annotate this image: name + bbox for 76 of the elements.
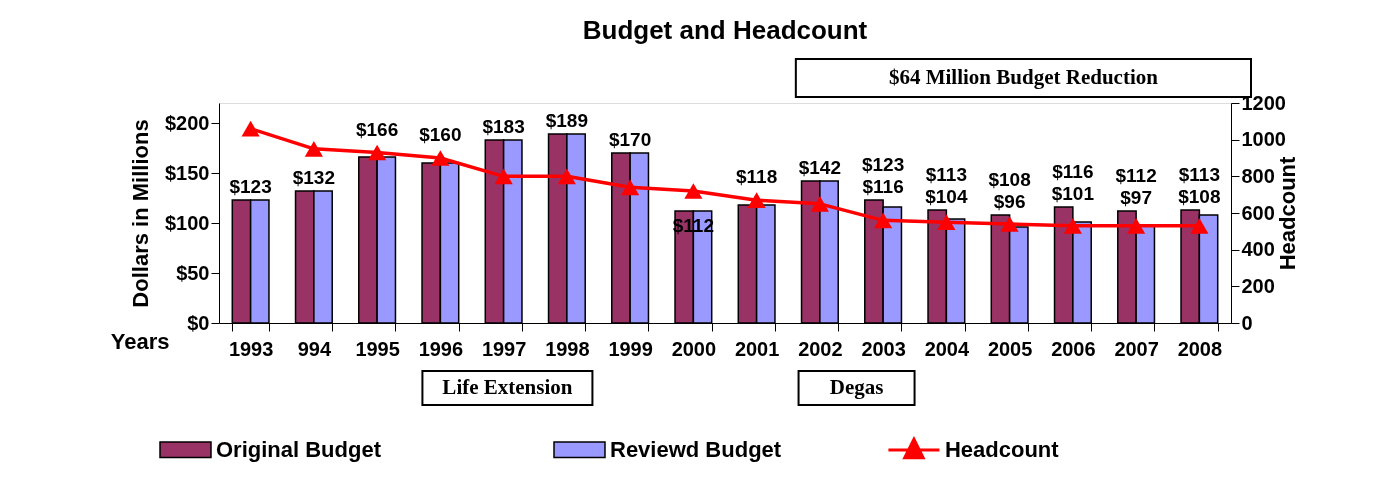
data-label: $183 [482,116,525,137]
point [1127,217,1146,234]
y2-tick-label: 400 [1241,238,1275,261]
y-tick-label: $150 [165,161,210,184]
y2-axis-title: Headcount [1274,156,1300,271]
x-tick-label: 2005 [987,337,1033,360]
data-label: $118 [736,166,778,188]
legend-label: Headcount [944,437,1060,462]
point [874,212,893,229]
y-tick-label: $50 [176,261,210,284]
point [368,144,387,161]
x-tick-label: 1999 [608,337,653,360]
data-label: $116 [1052,161,1094,182]
point [431,150,450,166]
x-tick-label: 1998 [545,337,590,360]
y2-tick-label: 0 [1241,311,1253,334]
data-label: $108 [988,169,1031,190]
point [747,192,766,209]
data-label: $160 [419,124,462,145]
point [810,195,829,212]
y2-tick-label: 1200 [1241,91,1286,114]
chart-title: Budget and Headcount [582,15,868,45]
data-label: $123 [229,176,272,197]
data-label: $113 [925,164,967,185]
point [557,168,576,185]
point [241,120,260,137]
y2-tick-label: 200 [1241,274,1275,297]
x-axis-title: Years [110,328,170,354]
data-label: $166 [355,118,399,140]
x-tick-label: 1996 [418,337,464,360]
text: Degas [829,375,884,399]
y-tick-label: $0 [187,311,210,334]
data-label: $189 [545,110,589,131]
point [1000,216,1019,232]
point [937,214,956,231]
y2-tick-label: 1000 [1241,128,1286,151]
point [621,179,640,196]
y-tick-label: $100 [165,211,210,234]
data-label: $123 [861,154,905,175]
data-label: $116 [862,176,904,197]
data-label: $104 [925,186,968,207]
text: Life Extension [442,375,573,399]
data-label: $112 [1115,165,1157,186]
data-label: $101 [1051,183,1095,204]
data-label: $108 [1178,186,1221,207]
x-tick-label: 2008 [1177,337,1223,360]
x-tick-label: 2003 [861,337,906,360]
point [684,183,703,199]
x-tick-label: 994 [297,337,332,360]
data-label: $142 [798,157,842,178]
x-tick-label: 1995 [355,337,400,360]
data-label: $97 [1120,187,1152,208]
data-label: $112 [672,215,714,236]
x-tick-label: 2000 [671,337,717,360]
data-label: $170 [608,129,652,150]
point [304,140,323,157]
legend-label: Reviewd Budget [610,436,782,462]
y-tick-label: $200 [165,111,210,134]
x-tick-label: 2002 [798,337,843,360]
x-tick-label: 1997 [481,337,527,360]
point [1063,217,1082,234]
y2-tick-label: 800 [1241,164,1275,187]
y2-tick-label: 600 [1241,201,1275,224]
x-tick-label: 1993 [228,337,274,360]
y-axis-title: Dollars in Millions [128,119,154,308]
point [1190,217,1209,234]
point [494,168,513,185]
x-tick-label: 2004 [924,337,970,360]
x-tick-label: 2006 [1051,337,1096,360]
data-label: $96 [993,191,1026,212]
x-tick-label: 2001 [734,337,780,360]
x-tick-label: 2007 [1114,337,1159,360]
legend-label: Original Budget [216,436,382,462]
data-label: $132 [292,167,336,188]
data-label: $113 [1178,164,1220,185]
text: $64 Million Budget Reduction [888,65,1159,89]
